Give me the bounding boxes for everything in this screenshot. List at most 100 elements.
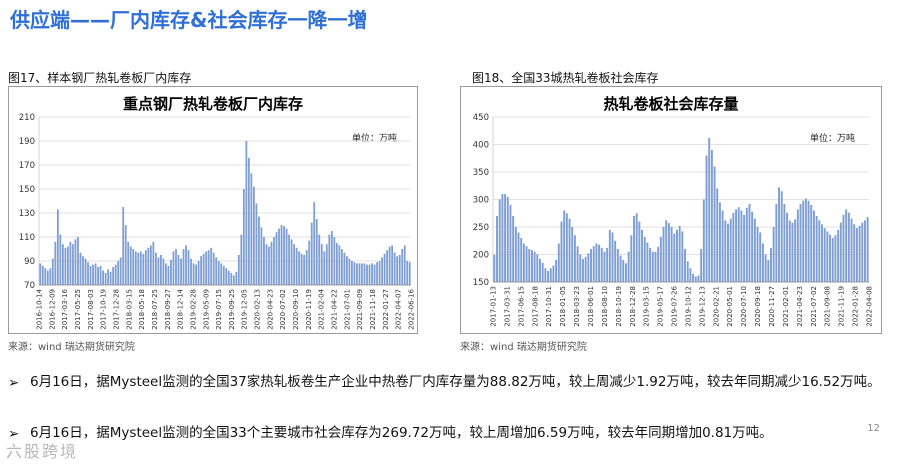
x-tick-label: 2022-04-07 [395, 289, 403, 330]
y-tick-label: 200 [473, 251, 489, 261]
bar [584, 256, 587, 282]
bar [310, 222, 313, 285]
bar [686, 261, 689, 282]
x-tick-label: 2019-07-26 [671, 285, 679, 326]
bar [67, 246, 69, 285]
bar [676, 229, 678, 282]
bar [207, 250, 210, 285]
x-tick-label: 2020-09-18 [754, 286, 762, 327]
bar [112, 267, 115, 285]
bar [109, 271, 112, 285]
bar [772, 227, 775, 282]
bar [783, 203, 786, 282]
bar [780, 191, 783, 282]
bar [403, 245, 406, 285]
bar [804, 198, 807, 282]
bar [92, 264, 94, 285]
bar [563, 210, 566, 282]
bar [210, 247, 213, 285]
x-tick-label: 2021-09-09 [356, 289, 364, 330]
bar [320, 244, 323, 285]
bar [157, 257, 160, 285]
x-tick-label: 2021-04-23 [796, 286, 804, 327]
bar [753, 218, 756, 282]
bar [99, 265, 102, 285]
bar [82, 256, 84, 285]
bar [635, 213, 638, 282]
bar [681, 231, 684, 282]
bar [861, 222, 864, 282]
y-tick-label: 300 [473, 196, 489, 206]
bar [533, 251, 536, 282]
bar [124, 225, 127, 285]
bar [659, 236, 662, 282]
bar [376, 262, 378, 285]
x-tick-label: 2016-10-14 [36, 288, 44, 329]
bar [187, 250, 190, 285]
bar [549, 268, 552, 282]
bar [200, 256, 203, 285]
bar [366, 264, 368, 285]
bar [129, 246, 132, 285]
bar [44, 268, 47, 285]
bar [759, 232, 762, 282]
bar [265, 244, 268, 285]
bar [821, 224, 823, 282]
bar [528, 249, 531, 282]
bar [388, 246, 391, 285]
x-tick-label: 2017-01-13 [490, 286, 498, 327]
bar [318, 234, 321, 285]
bar [592, 246, 595, 282]
bar [285, 228, 288, 285]
x-tick-label: 2017-08-03 [87, 289, 95, 330]
bar [308, 240, 311, 285]
bar [351, 261, 353, 285]
bar [215, 257, 218, 285]
bar [729, 218, 732, 282]
bar [175, 249, 177, 285]
bar [363, 263, 366, 285]
bar [651, 251, 654, 282]
bar [154, 252, 157, 285]
x-tick-label: 2020-04-23 [266, 289, 274, 330]
x-tick-label: 2020-11-27 [768, 286, 776, 327]
bar [253, 186, 255, 285]
bar [79, 252, 82, 285]
bar [866, 217, 869, 282]
bar [328, 234, 331, 285]
bar [850, 218, 853, 282]
bar [557, 243, 560, 282]
bar [713, 166, 716, 282]
bar [56, 209, 59, 285]
bar [606, 247, 609, 282]
bar [536, 254, 539, 282]
x-tick-label: 2019-03-15 [643, 286, 651, 327]
bar [616, 249, 619, 282]
figure-17-source: 来源：wind 瑞达期货研究院 [8, 342, 135, 353]
bar [788, 220, 791, 282]
bar [633, 216, 635, 282]
bar [624, 263, 627, 282]
bar [845, 209, 848, 282]
x-tick-label: 2020-07-10 [740, 286, 748, 327]
x-tick-label: 2019-09-25 [228, 289, 236, 330]
x-tick-label: 2019-05-17 [657, 286, 665, 327]
bar [831, 238, 834, 282]
bar [190, 258, 192, 285]
bar [192, 263, 195, 285]
x-tick-label: 2018-07-25 [151, 289, 159, 330]
bar [396, 256, 399, 285]
bar [315, 219, 318, 285]
y-tick-label: 190 [19, 137, 35, 147]
bar [398, 255, 401, 285]
bar [117, 261, 120, 285]
bar [122, 207, 125, 285]
bar [104, 273, 107, 285]
bar [619, 255, 622, 282]
bar [293, 244, 296, 285]
bar [810, 205, 813, 282]
bar [504, 194, 507, 282]
bar [582, 258, 584, 282]
bar [539, 258, 541, 282]
bar [522, 243, 525, 282]
